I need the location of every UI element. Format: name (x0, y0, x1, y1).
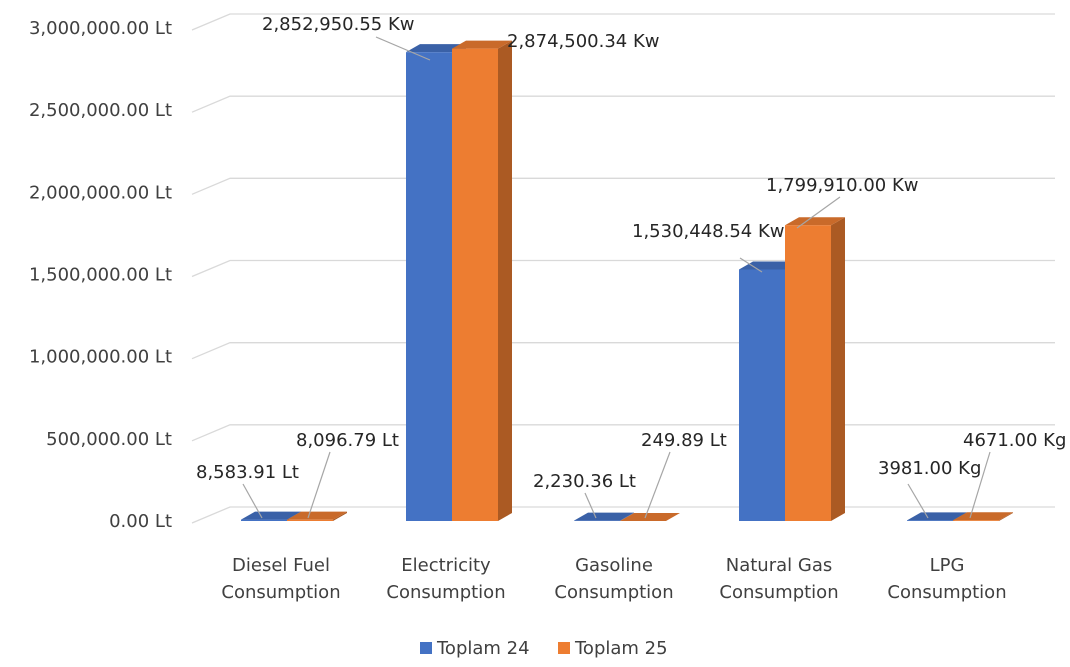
y-axis: 0.00 Lt 500,000.00 Lt 1,000,000.00 Lt 1,500… (29, 18, 172, 532)
leader-line (908, 484, 928, 518)
legend-label: Toplam 25 (574, 638, 668, 659)
data-label: 249.89 Lt (641, 430, 727, 451)
legend-item: Toplam 25 (558, 638, 668, 659)
y-tick-label: 1,000,000.00 Lt (29, 347, 172, 368)
bar-front (287, 520, 333, 521)
bar-front (785, 225, 831, 521)
data-labels: 8,583.91 Lt 2,852,950.55 Kw 2,230.36 Lt 1,5… (196, 14, 1066, 518)
gridline (192, 261, 1055, 277)
y-tick-label: 2,000,000.00 Lt (29, 182, 172, 203)
data-label: 1,530,448.54 Kw (632, 221, 784, 242)
bar-side (831, 217, 845, 521)
legend-item: Toplam 24 (420, 638, 530, 659)
bar-front (241, 520, 287, 521)
bar-front (907, 520, 953, 521)
data-label: 2,230.36 Lt (533, 471, 636, 492)
bar-front (953, 520, 999, 521)
bar-front (739, 269, 785, 521)
legend: Toplam 24 Toplam 25 (420, 638, 668, 659)
leader-line (308, 452, 330, 518)
data-label: 3981.00 Kg (878, 458, 981, 479)
y-tick-label: 0.00 Lt (109, 511, 172, 532)
bar-toplam-25 (452, 41, 512, 521)
bar-side (498, 41, 512, 521)
leader-line (243, 484, 262, 518)
gridline (192, 178, 1055, 194)
bar-front (452, 49, 498, 521)
bar-toplam-25 (785, 217, 845, 521)
data-label: 4671.00 Kg (963, 430, 1066, 451)
legend-label: Toplam 24 (436, 638, 530, 659)
y-tick-label: 3,000,000.00 Lt (29, 18, 172, 39)
legend-swatch (420, 642, 432, 654)
y-tick-label: 1,500,000.00 Lt (29, 265, 172, 286)
data-label: 8,096.79 Lt (296, 430, 399, 451)
bar-front (406, 52, 452, 521)
y-tick-label: 500,000.00 Lt (46, 429, 172, 450)
y-tick-label: 2,500,000.00 Lt (29, 100, 172, 121)
leader-line (645, 452, 670, 518)
data-label: 8,583.91 Lt (196, 462, 299, 483)
gridline (192, 96, 1055, 112)
data-label: 1,799,910.00 Kw (766, 175, 918, 196)
legend-swatch (558, 642, 570, 654)
gridline (192, 343, 1055, 359)
data-label: 2,852,950.55 Kw (262, 14, 414, 35)
data-label: 2,874,500.34 Kw (507, 31, 659, 52)
